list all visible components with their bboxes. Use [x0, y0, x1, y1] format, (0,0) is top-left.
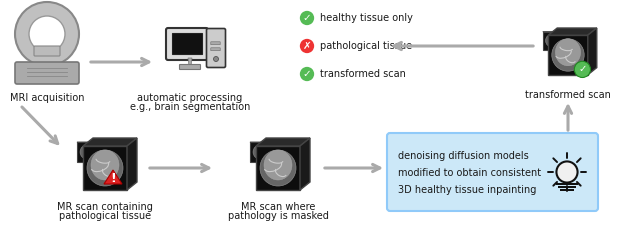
- Polygon shape: [250, 142, 270, 162]
- Text: healthy tissue only: healthy tissue only: [320, 13, 413, 23]
- Ellipse shape: [253, 145, 267, 159]
- Polygon shape: [300, 138, 310, 190]
- FancyBboxPatch shape: [207, 29, 225, 67]
- Text: ✓: ✓: [303, 13, 312, 23]
- FancyBboxPatch shape: [211, 42, 220, 45]
- Text: pathology is masked: pathology is masked: [228, 211, 328, 221]
- FancyBboxPatch shape: [15, 62, 79, 84]
- Ellipse shape: [556, 39, 580, 66]
- Bar: [558, 186, 576, 188]
- Text: MR scan containing: MR scan containing: [57, 202, 153, 212]
- Circle shape: [299, 66, 315, 82]
- Polygon shape: [543, 32, 561, 39]
- Polygon shape: [256, 138, 310, 146]
- Bar: [560, 189, 574, 191]
- Text: ✓: ✓: [578, 64, 587, 74]
- Polygon shape: [188, 58, 192, 66]
- Circle shape: [29, 16, 65, 52]
- Ellipse shape: [260, 150, 296, 186]
- Polygon shape: [172, 33, 202, 54]
- Ellipse shape: [91, 150, 119, 180]
- Polygon shape: [250, 142, 270, 150]
- Text: e.g., brain segmentation: e.g., brain segmentation: [130, 102, 250, 112]
- Circle shape: [556, 162, 577, 183]
- FancyBboxPatch shape: [34, 46, 60, 56]
- FancyBboxPatch shape: [211, 48, 220, 51]
- Polygon shape: [548, 28, 596, 35]
- Polygon shape: [548, 35, 588, 75]
- Circle shape: [214, 56, 218, 61]
- Polygon shape: [77, 142, 97, 150]
- Text: modified to obtain consistent: modified to obtain consistent: [398, 168, 541, 178]
- Ellipse shape: [552, 39, 584, 71]
- Text: transformed scan: transformed scan: [525, 90, 611, 100]
- Polygon shape: [77, 142, 97, 162]
- FancyBboxPatch shape: [179, 65, 200, 70]
- Circle shape: [299, 10, 315, 26]
- Polygon shape: [83, 138, 137, 146]
- Text: 3D healthy tissue inpainting: 3D healthy tissue inpainting: [398, 185, 536, 195]
- Text: transformed scan: transformed scan: [320, 69, 406, 79]
- Text: MR scan where: MR scan where: [241, 202, 315, 212]
- Polygon shape: [256, 146, 300, 190]
- Ellipse shape: [87, 150, 123, 186]
- Ellipse shape: [80, 145, 94, 159]
- Circle shape: [15, 2, 79, 66]
- Text: MRI acquisition: MRI acquisition: [10, 93, 84, 103]
- Text: !: !: [110, 172, 116, 185]
- Polygon shape: [127, 138, 137, 190]
- Text: ✓: ✓: [303, 69, 312, 79]
- Circle shape: [299, 38, 315, 54]
- Polygon shape: [543, 32, 561, 50]
- Text: ✗: ✗: [303, 41, 312, 51]
- Text: automatic processing: automatic processing: [138, 93, 243, 103]
- Polygon shape: [83, 146, 127, 190]
- Circle shape: [574, 61, 591, 78]
- Ellipse shape: [545, 34, 558, 47]
- Text: denoising diffusion models: denoising diffusion models: [398, 151, 529, 161]
- Text: pathological tissue: pathological tissue: [59, 211, 151, 221]
- FancyBboxPatch shape: [387, 133, 598, 211]
- Polygon shape: [104, 170, 122, 184]
- Polygon shape: [588, 28, 596, 75]
- FancyBboxPatch shape: [166, 28, 208, 60]
- Text: pathological tissue: pathological tissue: [320, 41, 412, 51]
- Ellipse shape: [264, 150, 292, 180]
- Bar: [556, 183, 577, 185]
